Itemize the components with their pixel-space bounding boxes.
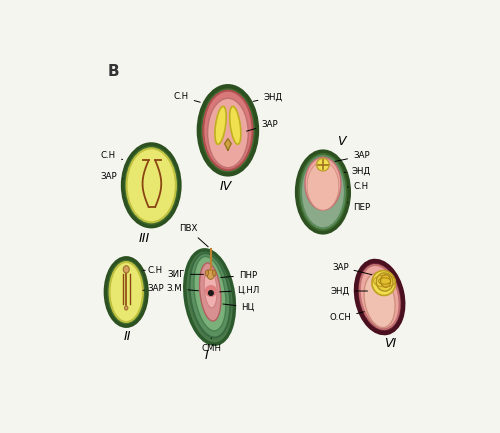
Text: З.М: З.М — [166, 284, 198, 293]
Text: ЗАР: ЗАР — [143, 284, 164, 293]
Text: О.СН: О.СН — [330, 312, 364, 322]
Text: ПВХ: ПВХ — [178, 224, 208, 247]
Ellipse shape — [122, 144, 180, 226]
Ellipse shape — [230, 107, 241, 144]
Ellipse shape — [372, 271, 396, 295]
Ellipse shape — [198, 86, 257, 174]
Text: VI: VI — [384, 336, 396, 349]
Ellipse shape — [356, 261, 404, 333]
Ellipse shape — [123, 266, 129, 273]
Text: IV: IV — [220, 180, 232, 193]
Ellipse shape — [208, 98, 248, 168]
Text: С.Н: С.Н — [143, 266, 163, 275]
Text: ПНР: ПНР — [220, 271, 257, 280]
Ellipse shape — [200, 263, 221, 321]
Ellipse shape — [184, 250, 234, 344]
Text: V: V — [337, 135, 345, 148]
Ellipse shape — [110, 262, 143, 322]
Ellipse shape — [215, 107, 226, 144]
Ellipse shape — [204, 270, 217, 308]
Ellipse shape — [376, 273, 393, 291]
Text: ЗАР: ЗАР — [246, 120, 278, 131]
Text: III: III — [139, 232, 150, 245]
Ellipse shape — [380, 275, 390, 288]
Text: ЭНД: ЭНД — [330, 287, 368, 295]
Text: ЗАР: ЗАР — [335, 152, 370, 162]
Text: ЭНД: ЭНД — [344, 167, 371, 176]
Text: ЗАР: ЗАР — [100, 172, 122, 181]
Ellipse shape — [190, 253, 230, 338]
Text: С.Н: С.Н — [174, 93, 200, 102]
Text: ЗИГ: ЗИГ — [168, 270, 203, 279]
Ellipse shape — [124, 306, 128, 310]
Ellipse shape — [203, 90, 252, 170]
Text: С.Н: С.Н — [348, 182, 369, 191]
Ellipse shape — [301, 155, 345, 228]
Polygon shape — [224, 139, 231, 150]
Text: ЭНД: ЭНД — [254, 93, 282, 101]
Ellipse shape — [205, 270, 208, 276]
Text: I: I — [204, 349, 208, 362]
Ellipse shape — [106, 258, 147, 326]
Ellipse shape — [194, 256, 226, 331]
Ellipse shape — [305, 157, 341, 210]
Text: Ц.НЛ: Ц.НЛ — [220, 286, 259, 295]
Text: С.Н: С.Н — [101, 151, 122, 160]
Text: СМН: СМН — [201, 338, 221, 353]
Text: ПЕР: ПЕР — [347, 202, 370, 213]
Ellipse shape — [316, 158, 330, 171]
Circle shape — [206, 286, 216, 296]
Ellipse shape — [207, 269, 214, 279]
Ellipse shape — [126, 149, 176, 222]
Ellipse shape — [360, 265, 400, 329]
Ellipse shape — [296, 151, 350, 233]
Text: ЗАР: ЗАР — [332, 262, 372, 275]
Text: В: В — [108, 64, 120, 79]
Ellipse shape — [212, 270, 216, 276]
Ellipse shape — [364, 273, 395, 327]
Circle shape — [208, 291, 213, 295]
Text: НЦ: НЦ — [223, 303, 254, 311]
Text: II: II — [124, 330, 132, 343]
Ellipse shape — [307, 162, 339, 210]
